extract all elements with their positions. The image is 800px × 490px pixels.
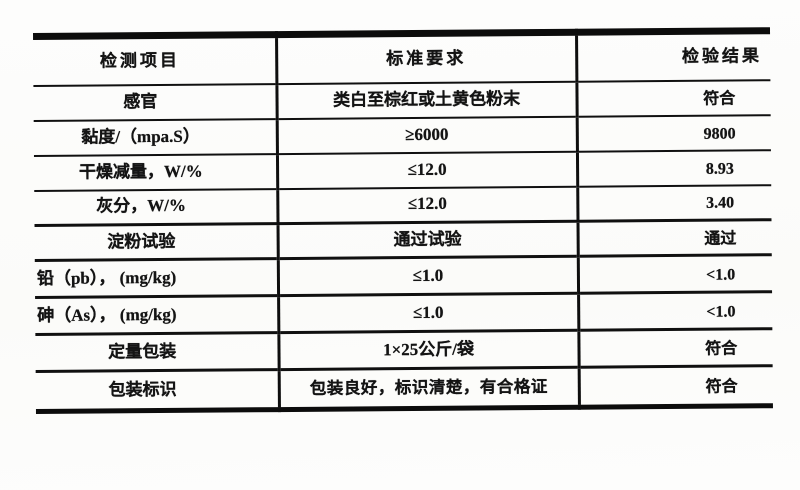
req-cell: 类白至棕红或土黄色粉末 — [276, 81, 577, 119]
req-cell: ≥6000 — [276, 116, 577, 154]
req-cell: ≤12.0 — [277, 186, 578, 224]
table-row-starch-test: 淀粉试验 通过试验 通过 — [34, 219, 772, 261]
item-cell: 灰分，W/% — [34, 188, 278, 226]
item-cell: 淀粉试验 — [34, 223, 278, 261]
item-cell: 包装标识 — [35, 369, 279, 412]
req-cell: 包装良好，标识清楚，有合格证 — [278, 367, 579, 410]
table-row-net-packaging: 定量包装 1×25公斤/袋 符合 — [35, 328, 773, 372]
result-cell: <1.0 — [706, 266, 736, 284]
req-cell: 1×25公斤/袋 — [278, 330, 579, 370]
table-row-sensory: 感官 类白至棕红或土黄色粉末 符合 — [33, 79, 771, 121]
table-header-row: 检测项目 标准要求 检验结果 — [33, 31, 770, 86]
table-row-viscosity: 黏度/（mpa.S） ≥6000 9800 — [33, 114, 771, 156]
result-cell: 9800 — [703, 125, 736, 143]
item-cell: 黏度/（mpa.S） — [33, 118, 277, 156]
req-cell: 通过试验 — [277, 221, 578, 259]
result-cell: 8.93 — [705, 160, 734, 178]
result-cell: <1.0 — [706, 303, 736, 321]
result-cell: 3.40 — [706, 194, 735, 213]
req-cell: ≤1.0 — [278, 293, 579, 333]
table-row-drying-loss: 干燥减量，W/% ≤12.0 8.93 — [33, 149, 772, 191]
header-standard: 标准要求 — [276, 32, 577, 84]
item-cell: 定量包装 — [35, 332, 279, 372]
result-cell: 符合 — [705, 378, 738, 396]
item-cell: 砷（As）， (mg/kg) — [35, 295, 279, 335]
header-result: 检验结果 — [681, 46, 763, 66]
header-test-item: 检测项目 — [33, 34, 277, 86]
table-row-lead: 铅（pb）， (mg/kg) ≤1.0 <1.0 — [34, 254, 773, 298]
item-cell: 感官 — [33, 83, 277, 121]
table-row-package-labeling: 包装标识 包装良好，标识清楚，有合格证 符合 — [35, 365, 773, 412]
req-cell: ≤12.0 — [276, 151, 578, 189]
item-cell: 干燥减量，W/% — [33, 153, 278, 191]
result-cell: 通过 — [704, 230, 737, 248]
result-cell: 符合 — [703, 90, 736, 108]
result-cell: 符合 — [705, 340, 738, 358]
req-cell: ≤1.0 — [277, 256, 579, 296]
table-row-arsenic: 砷（As）， (mg/kg) ≤1.0 <1.0 — [35, 291, 773, 335]
item-cell: 铅（pb）， (mg/kg) — [34, 258, 279, 298]
table-row-ash: 灰分，W/% ≤12.0 3.40 — [34, 184, 772, 226]
inspection-table: 检测项目 标准要求 检验结果 感官 类白至棕红或土黄色粉末 符合 黏度/（mpa… — [33, 27, 773, 414]
